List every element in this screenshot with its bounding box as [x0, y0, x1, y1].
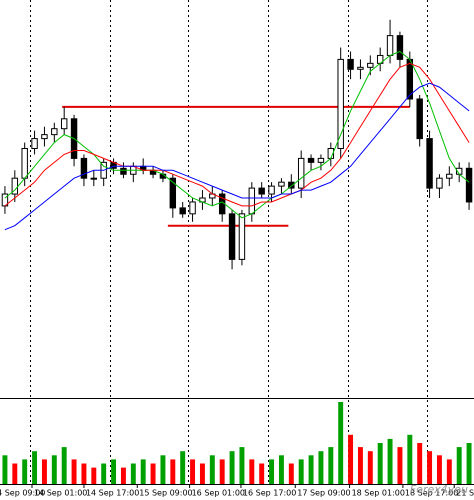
- volume-bar: [101, 463, 107, 484]
- volume-bar: [81, 463, 87, 484]
- volume-bar: [377, 443, 383, 484]
- x-tick-label: 14 Sep 01:00: [34, 489, 87, 498]
- volume-bar: [160, 455, 166, 484]
- volume-bar: [436, 455, 442, 484]
- candle-body: [436, 177, 443, 189]
- x-tick-label: 18 Sep 17:00: [405, 489, 458, 498]
- candle-body: [21, 148, 28, 179]
- candle-body: [357, 66, 364, 70]
- x-tick-label: 21 S: [456, 489, 474, 498]
- moving-average: [4, 82, 470, 231]
- candle-body: [367, 62, 374, 68]
- volume-bar: [348, 434, 354, 484]
- volume-bar: [328, 447, 334, 484]
- volume-bar: [397, 447, 403, 484]
- volume-bar: [417, 443, 423, 484]
- x-tick-label: 14 Sep 17:00: [86, 489, 139, 498]
- volume-bar: [32, 451, 38, 484]
- candle-body: [426, 138, 433, 189]
- volume-bar: [229, 451, 235, 484]
- volume-bar: [91, 467, 97, 484]
- candle-body: [337, 58, 344, 149]
- candle-body: [120, 167, 127, 175]
- volume-bar: [120, 467, 126, 484]
- volume-bar: [367, 451, 373, 484]
- x-tick-label: 15 Sep 09:00: [139, 489, 192, 498]
- candle-body: [41, 134, 48, 140]
- candle-body: [307, 157, 315, 163]
- candle-body: [80, 157, 88, 179]
- volume-bar: [466, 443, 472, 484]
- volume-bar: [298, 459, 304, 484]
- volume-bar: [41, 459, 47, 484]
- volume-bar: [209, 455, 215, 484]
- volume-bar: [259, 463, 265, 484]
- candle-body: [51, 128, 58, 136]
- candle-body: [189, 201, 196, 215]
- volume-bar: [180, 451, 186, 484]
- moving-average: [4, 62, 470, 207]
- volume-bar: [51, 455, 57, 484]
- volume-bar: [288, 463, 294, 484]
- volume-bar: [387, 438, 393, 484]
- volume-bar: [12, 463, 18, 484]
- volume-bar: [111, 459, 117, 484]
- candle-body: [278, 181, 285, 187]
- volume-bar: [249, 459, 255, 484]
- x-tick-label: 4 Sep 09:00: [0, 489, 45, 498]
- volume-bar: [357, 447, 363, 484]
- candle-body: [60, 118, 68, 130]
- volume-bar: [170, 459, 176, 484]
- candle-body: [268, 185, 275, 195]
- x-tick-label: 16 Sep 17:00: [243, 489, 296, 498]
- x-tick-label: 16 Sep 01:00: [192, 489, 245, 498]
- candle-body: [169, 177, 177, 209]
- volume-bar: [199, 463, 205, 484]
- volume-bar: [219, 459, 225, 484]
- volume-bar: [446, 459, 452, 484]
- candle-body: [396, 35, 404, 60]
- watermark: Forex4you: [410, 483, 468, 496]
- candle-body: [31, 138, 38, 150]
- candle-body: [386, 35, 394, 56]
- candle-body: [288, 181, 295, 189]
- x-tick-label: 17 Sep 09:00: [297, 489, 350, 498]
- candle-body: [258, 187, 265, 195]
- volume-bar: [456, 447, 462, 484]
- moving-average: [4, 50, 470, 219]
- volume-bar: [239, 447, 245, 484]
- candle-body: [90, 177, 98, 180]
- volume-bar: [22, 459, 28, 484]
- candle-body: [416, 98, 423, 140]
- volume-bar: [140, 459, 146, 484]
- candle-body: [317, 157, 325, 163]
- volume-bar: [71, 459, 77, 484]
- volume-bar: [427, 451, 433, 484]
- volume-bar: [150, 463, 156, 484]
- volume-bar: [407, 434, 413, 484]
- candle-body: [465, 167, 473, 203]
- volume-bar: [308, 455, 314, 484]
- volume-bar: [269, 459, 275, 484]
- volume-bar: [338, 402, 344, 484]
- candle-body: [228, 213, 236, 260]
- candle-body: [179, 207, 186, 215]
- volume-bar: [190, 459, 196, 484]
- volume-bar: [2, 455, 8, 484]
- volume-bar: [318, 451, 324, 484]
- candle-body: [297, 157, 305, 189]
- volume-bar: [130, 463, 136, 484]
- candle-body: [238, 213, 246, 260]
- volume-bar: [61, 447, 67, 484]
- candle-body: [248, 187, 256, 215]
- x-tick-label: 18 Sep 01:00: [352, 489, 405, 498]
- candle-body: [446, 173, 453, 179]
- candle-body: [347, 58, 354, 70]
- volume-bar: [278, 455, 284, 484]
